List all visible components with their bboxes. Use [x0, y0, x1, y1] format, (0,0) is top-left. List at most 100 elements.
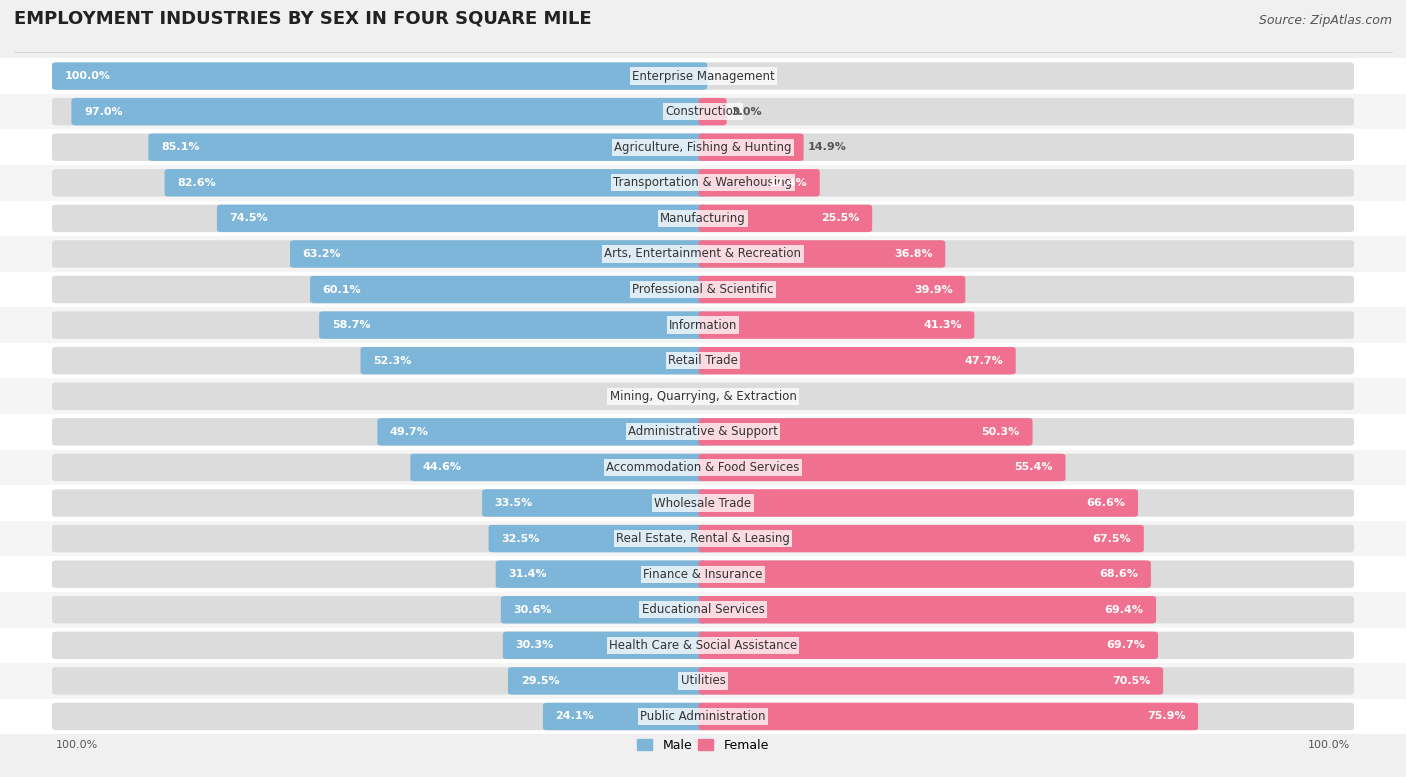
- Text: 69.4%: 69.4%: [1105, 605, 1143, 615]
- Text: Manufacturing: Manufacturing: [661, 212, 745, 225]
- Text: 55.4%: 55.4%: [1014, 462, 1053, 472]
- Bar: [0, 200, 1406, 236]
- FancyBboxPatch shape: [52, 62, 707, 90]
- Text: 60.1%: 60.1%: [323, 284, 361, 294]
- Bar: [0, 165, 1406, 200]
- FancyBboxPatch shape: [699, 240, 945, 267]
- Bar: [0, 58, 1406, 94]
- Text: 82.6%: 82.6%: [177, 178, 217, 188]
- Bar: [0, 556, 1406, 592]
- FancyBboxPatch shape: [699, 204, 872, 232]
- Text: Accommodation & Food Services: Accommodation & Food Services: [606, 461, 800, 474]
- FancyBboxPatch shape: [699, 312, 974, 339]
- Bar: [0, 663, 1406, 699]
- FancyBboxPatch shape: [165, 169, 707, 197]
- Text: 97.0%: 97.0%: [84, 106, 122, 117]
- Text: Source: ZipAtlas.com: Source: ZipAtlas.com: [1258, 14, 1392, 27]
- Bar: [0, 308, 1406, 343]
- FancyBboxPatch shape: [52, 240, 1354, 267]
- FancyBboxPatch shape: [290, 240, 707, 267]
- FancyBboxPatch shape: [52, 702, 1354, 730]
- Text: 33.5%: 33.5%: [495, 498, 533, 508]
- Text: 100.0%: 100.0%: [65, 71, 111, 81]
- FancyBboxPatch shape: [489, 525, 707, 552]
- Text: Health Care & Social Assistance: Health Care & Social Assistance: [609, 639, 797, 652]
- Text: Transportation & Warehousing: Transportation & Warehousing: [613, 176, 793, 190]
- Text: 30.3%: 30.3%: [516, 640, 554, 650]
- Text: Arts, Entertainment & Recreation: Arts, Entertainment & Recreation: [605, 247, 801, 260]
- Text: 44.6%: 44.6%: [423, 462, 463, 472]
- Text: EMPLOYMENT INDUSTRIES BY SEX IN FOUR SQUARE MILE: EMPLOYMENT INDUSTRIES BY SEX IN FOUR SQU…: [14, 9, 592, 27]
- Text: 24.1%: 24.1%: [555, 712, 595, 722]
- Bar: [0, 592, 1406, 628]
- FancyBboxPatch shape: [503, 632, 707, 659]
- Bar: [0, 130, 1406, 165]
- Legend: Male, Female: Male, Female: [633, 733, 773, 757]
- FancyBboxPatch shape: [52, 525, 1354, 552]
- Text: 49.7%: 49.7%: [389, 427, 429, 437]
- Text: Construction: Construction: [665, 105, 741, 118]
- FancyBboxPatch shape: [699, 134, 804, 161]
- Text: 25.5%: 25.5%: [821, 214, 859, 223]
- FancyBboxPatch shape: [311, 276, 707, 303]
- FancyBboxPatch shape: [699, 98, 727, 125]
- Text: Real Estate, Rental & Leasing: Real Estate, Rental & Leasing: [616, 532, 790, 545]
- FancyBboxPatch shape: [377, 418, 707, 445]
- FancyBboxPatch shape: [52, 560, 1354, 588]
- Text: Mining, Quarrying, & Extraction: Mining, Quarrying, & Extraction: [610, 390, 796, 402]
- FancyBboxPatch shape: [699, 276, 966, 303]
- Text: 100.0%: 100.0%: [56, 740, 98, 751]
- FancyBboxPatch shape: [52, 169, 1354, 197]
- FancyBboxPatch shape: [699, 454, 1066, 481]
- Text: 75.9%: 75.9%: [1147, 712, 1185, 722]
- Text: 52.3%: 52.3%: [373, 356, 412, 366]
- FancyBboxPatch shape: [52, 204, 1354, 232]
- FancyBboxPatch shape: [699, 418, 1032, 445]
- FancyBboxPatch shape: [501, 596, 707, 623]
- Text: 17.4%: 17.4%: [768, 178, 807, 188]
- Text: 39.9%: 39.9%: [914, 284, 953, 294]
- Text: Utilities: Utilities: [681, 674, 725, 688]
- FancyBboxPatch shape: [699, 702, 1198, 730]
- Text: Finance & Insurance: Finance & Insurance: [644, 568, 762, 580]
- Text: 69.7%: 69.7%: [1107, 640, 1146, 650]
- Bar: [0, 94, 1406, 130]
- Text: Enterprise Management: Enterprise Management: [631, 70, 775, 82]
- FancyBboxPatch shape: [699, 525, 1144, 552]
- FancyBboxPatch shape: [699, 347, 1015, 375]
- FancyBboxPatch shape: [52, 490, 1354, 517]
- Bar: [0, 236, 1406, 272]
- Text: 47.7%: 47.7%: [965, 356, 1002, 366]
- Text: Public Administration: Public Administration: [640, 710, 766, 723]
- Bar: [0, 485, 1406, 521]
- FancyBboxPatch shape: [52, 62, 1354, 90]
- Text: 14.9%: 14.9%: [808, 142, 846, 152]
- Bar: [0, 521, 1406, 556]
- FancyBboxPatch shape: [52, 312, 1354, 339]
- Bar: [0, 450, 1406, 485]
- Text: Agriculture, Fishing & Hunting: Agriculture, Fishing & Hunting: [614, 141, 792, 154]
- FancyBboxPatch shape: [699, 560, 1152, 588]
- Text: 29.5%: 29.5%: [520, 676, 560, 686]
- Text: Professional & Scientific: Professional & Scientific: [633, 283, 773, 296]
- Bar: [0, 343, 1406, 378]
- FancyBboxPatch shape: [52, 632, 1354, 659]
- FancyBboxPatch shape: [319, 312, 707, 339]
- Text: 3.0%: 3.0%: [731, 106, 762, 117]
- FancyBboxPatch shape: [496, 560, 707, 588]
- FancyBboxPatch shape: [72, 98, 707, 125]
- FancyBboxPatch shape: [482, 490, 707, 517]
- FancyBboxPatch shape: [52, 134, 1354, 161]
- Text: 70.5%: 70.5%: [1112, 676, 1150, 686]
- Text: 63.2%: 63.2%: [302, 249, 342, 259]
- FancyBboxPatch shape: [52, 347, 1354, 375]
- FancyBboxPatch shape: [360, 347, 707, 375]
- Text: 50.3%: 50.3%: [981, 427, 1019, 437]
- FancyBboxPatch shape: [52, 98, 1354, 125]
- Bar: [0, 414, 1406, 450]
- FancyBboxPatch shape: [217, 204, 707, 232]
- Text: Administrative & Support: Administrative & Support: [628, 425, 778, 438]
- FancyBboxPatch shape: [52, 667, 1354, 695]
- FancyBboxPatch shape: [699, 490, 1137, 517]
- Text: 67.5%: 67.5%: [1092, 534, 1130, 544]
